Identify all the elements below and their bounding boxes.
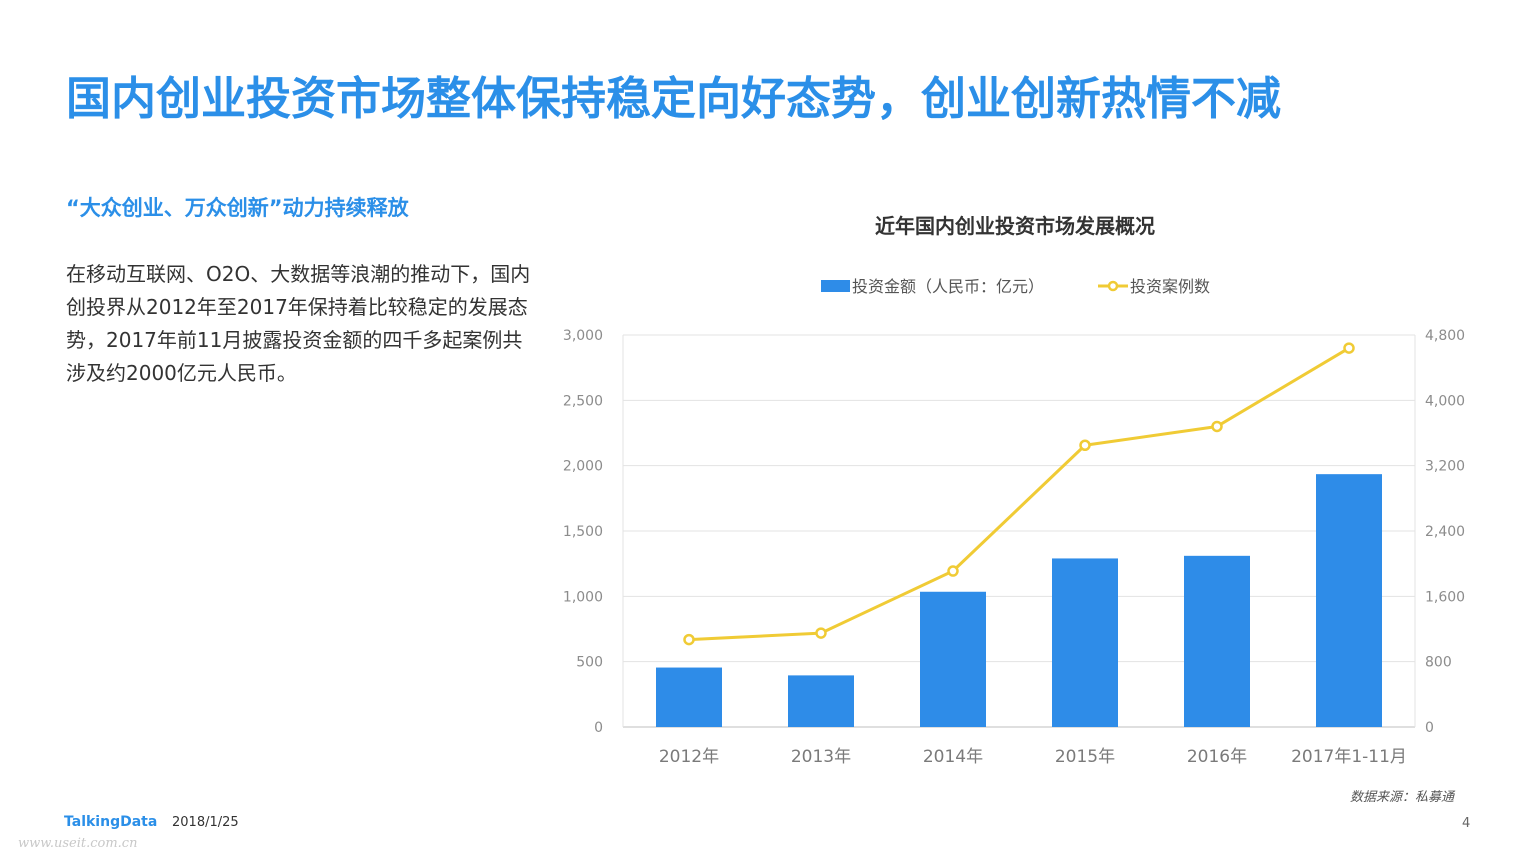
body-paragraph: 在移动互联网、O2O、大数据等浪潮的推动下，国内创投界从2012年至2017年保… <box>66 262 531 385</box>
x-category-label: 2014年 <box>923 747 983 767</box>
y-left-tick-label: 500 <box>576 655 603 671</box>
point-case-count <box>1343 342 1355 354</box>
page-title: 国内创业投资市场整体保持稳定向好态势，创业创新热情不减 <box>66 72 1282 125</box>
legend-line-marker <box>1107 280 1119 292</box>
legend-bar-label: 投资金额（人民币：亿元） <box>852 277 1044 296</box>
x-category-label: 2015年 <box>1055 747 1115 767</box>
y-right-tick-label: 3,200 <box>1425 459 1465 475</box>
y-left-tick-label: 1,000 <box>563 589 603 605</box>
section-subhead: “大众创业、万众创新”动力持续释放 <box>66 196 409 220</box>
bar-investment-amount <box>920 591 986 727</box>
legend-bar-swatch <box>821 280 850 292</box>
y-right-tick-label: 0 <box>1425 720 1434 736</box>
data-source: 数据来源：私募通 <box>1350 790 1455 805</box>
bar-investment-amount <box>1052 558 1118 727</box>
x-category-label: 2017年1-11月 <box>1291 747 1407 767</box>
investment-chart: 近年国内创业投资市场发展概况 投资金额（人民币：亿元） 投资案例数 0 500 1,… <box>563 214 1465 767</box>
footer-date: 2018/1/25 <box>172 815 239 830</box>
bar-investment-amount <box>656 667 722 727</box>
point-case-count <box>947 565 959 577</box>
chart-title: 近年国内创业投资市场发展概况 <box>875 214 1155 238</box>
x-category-label: 2013年 <box>791 747 851 767</box>
talkingdata-logo: TalkingData <box>64 814 158 830</box>
site-watermark: www.useit.com.cn <box>18 836 138 851</box>
y-left-tick-label: 2,000 <box>563 459 603 475</box>
x-category-label: 2016年 <box>1187 747 1247 767</box>
y-left-tick-label: 0 <box>594 720 603 736</box>
y-left-tick-label: 2,500 <box>563 393 603 409</box>
bar-investment-amount <box>1316 474 1382 727</box>
point-case-count <box>1211 420 1223 433</box>
x-category-label: 2012年 <box>659 747 719 767</box>
y-left-tick-label: 3,000 <box>563 328 603 344</box>
page-number: 4 <box>1462 816 1471 831</box>
bar-investment-amount <box>788 675 854 727</box>
point-case-count <box>1079 439 1091 451</box>
point-case-count <box>683 633 695 646</box>
y-left-tick-label: 1,500 <box>563 524 603 540</box>
y-right-tick-label: 800 <box>1425 655 1452 671</box>
bar-investment-amount <box>1184 555 1250 727</box>
line-case-count <box>688 346 1350 642</box>
y-right-tick-label: 2,400 <box>1425 524 1465 540</box>
point-case-count <box>815 627 827 639</box>
y-right-tick-label: 1,600 <box>1425 589 1465 605</box>
y-right-tick-label: 4,000 <box>1425 393 1465 409</box>
legend-line-label: 投资案例数 <box>1130 277 1210 296</box>
y-right-tick-label: 4,800 <box>1425 328 1465 344</box>
chart-legend: 投资金额（人民币：亿元） 投资案例数 <box>821 277 1210 296</box>
